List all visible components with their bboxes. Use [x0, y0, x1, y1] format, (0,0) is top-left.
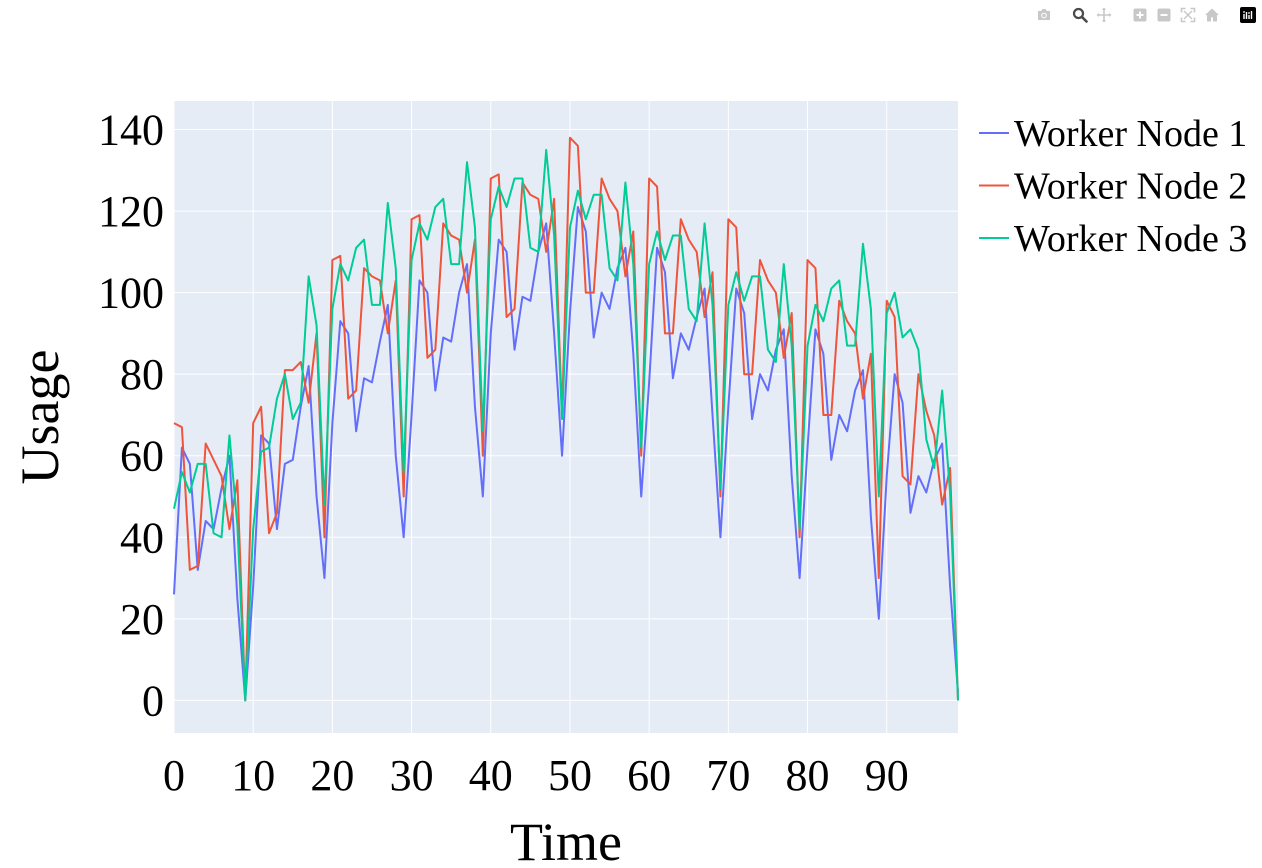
legend-label: Worker Node 3 [1014, 218, 1247, 260]
x-axis-title: Time [510, 812, 622, 868]
zoom-in-icon[interactable] [1128, 4, 1152, 26]
x-tick-label: 0 [163, 751, 185, 800]
zoom-out-icon[interactable] [1152, 4, 1176, 26]
zoom-icon[interactable] [1068, 4, 1092, 26]
x-tick-label: 80 [786, 751, 830, 800]
legend-item-2[interactable]: Worker Node 2 [979, 166, 1247, 208]
legend-item-3[interactable]: Worker Node 3 [979, 218, 1247, 260]
modebar-group-zoom [1128, 4, 1224, 26]
y-tick-label: 120 [98, 187, 164, 236]
x-axis-ticks: 0 10 20 30 40 50 60 70 80 90 [163, 751, 909, 800]
x-tick-label: 60 [627, 751, 671, 800]
y-axis-ticks: 0 20 40 60 80 100 120 140 [98, 106, 164, 726]
autoscale-icon[interactable] [1176, 4, 1200, 26]
legend[interactable]: Worker Node 1 Worker Node 2 Worker Node 3 [979, 113, 1247, 260]
legend-label: Worker Node 2 [1014, 166, 1247, 208]
y-tick-label: 40 [120, 513, 164, 562]
camera-icon[interactable] [1032, 4, 1056, 26]
series-lines [173, 136, 959, 702]
x-tick-label: 90 [865, 751, 909, 800]
modebar-group-logo [1236, 4, 1260, 26]
legend-item-1[interactable]: Worker Node 1 [979, 113, 1247, 155]
modebar [1020, 4, 1260, 26]
y-tick-label: 80 [120, 350, 164, 399]
y-tick-label: 0 [142, 676, 164, 725]
x-tick-label: 30 [390, 751, 434, 800]
pan-icon[interactable] [1092, 4, 1116, 26]
legend-label: Worker Node 1 [1014, 113, 1247, 155]
y-tick-label: 20 [120, 595, 164, 644]
x-tick-label: 40 [469, 751, 513, 800]
x-tick-label: 50 [548, 751, 592, 800]
gridlines [173, 101, 958, 733]
reset-axes-icon[interactable] [1200, 4, 1224, 26]
y-tick-label: 100 [98, 269, 164, 318]
modebar-group-drag [1068, 4, 1116, 26]
x-tick-label: 70 [706, 751, 750, 800]
y-tick-label: 140 [98, 106, 164, 155]
y-tick-label: 60 [120, 432, 164, 481]
series-line-3[interactable] [173, 148, 959, 702]
y-axis-title: Usage [10, 350, 70, 485]
x-tick-label: 20 [310, 751, 354, 800]
modebar-group-export [1032, 4, 1056, 26]
x-tick-label: 10 [231, 751, 275, 800]
plotly-logo-icon[interactable] [1236, 4, 1260, 26]
series-line-2[interactable] [173, 136, 959, 702]
